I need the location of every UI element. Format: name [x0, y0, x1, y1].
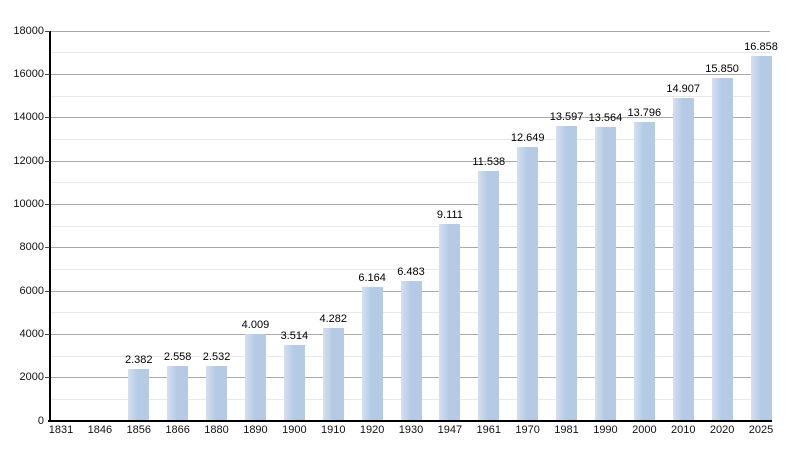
x-tick-label: 1961: [476, 424, 502, 436]
bar-2020: [711, 77, 733, 421]
bar-value-label: 13.597: [549, 111, 584, 124]
minor-gridline: [50, 96, 770, 97]
x-tick-label: 1910: [320, 424, 346, 436]
bar-1880: [206, 366, 228, 421]
bar-1900: [283, 344, 305, 421]
bar-1856: [128, 369, 150, 421]
y-tick-label: 12000: [13, 154, 44, 167]
x-tick-label: 2000: [632, 424, 657, 436]
bar-value-label: 13.796: [627, 107, 662, 120]
x-tick-label: 1990: [593, 424, 618, 436]
x-axis-line: [48, 420, 772, 422]
x-tick-label: 2010: [670, 424, 696, 436]
y-tick-label: 0: [37, 414, 44, 427]
bar-1961: [478, 171, 500, 421]
major-gridline: [50, 161, 770, 162]
minor-gridline: [50, 139, 770, 140]
minor-gridline: [50, 182, 770, 183]
bar-value-label: 4.282: [319, 313, 347, 326]
bar-1910: [322, 328, 344, 421]
major-gridline: [50, 247, 770, 248]
y-tick-label: 14000: [13, 111, 44, 124]
bar-1981: [556, 126, 578, 421]
minor-gridline: [50, 52, 770, 53]
y-tick-label: 6000: [19, 284, 44, 297]
bar-1970: [517, 146, 539, 421]
y-tick-mark: [45, 74, 50, 75]
minor-gridline: [50, 269, 770, 270]
bar-1866: [167, 365, 189, 421]
x-tick-label: 2025: [748, 424, 774, 436]
bar-1930: [400, 280, 422, 421]
bar-value-label: 4.009: [241, 319, 270, 332]
bar-value-label: 2.558: [163, 350, 192, 363]
y-tick-mark: [45, 377, 50, 378]
y-tick-label: 18000: [13, 24, 44, 37]
bar-value-label: 11.538: [472, 156, 506, 168]
y-tick-mark: [45, 117, 50, 118]
bar-value-label: 13.564: [588, 112, 623, 125]
y-tick-mark: [45, 291, 50, 292]
bar-1890: [244, 334, 266, 421]
y-tick-mark: [45, 334, 50, 335]
x-tick-label: 1970: [515, 424, 540, 436]
x-tick-label: 1856: [126, 424, 152, 436]
major-gridline: [50, 204, 770, 205]
x-tick-label: 1880: [204, 424, 229, 436]
x-tick-label: 1930: [398, 424, 424, 436]
bar-value-label: 16.858: [744, 40, 778, 53]
x-tick-label: 1866: [165, 424, 190, 436]
y-tick-label: 2000: [19, 371, 44, 384]
y-tick-mark: [45, 31, 50, 32]
x-tick-label: 1890: [243, 424, 268, 436]
y-tick-label: 16000: [13, 67, 44, 80]
bar-1990: [594, 127, 616, 421]
plot-area: 2.382 2.558 2.532 4.009 3.514 4.282 6.164 6.483…: [50, 31, 778, 421]
bar-2000: [633, 122, 655, 421]
y-tick-label: 4000: [19, 327, 44, 340]
y-tick-label: 8000: [19, 241, 44, 254]
bar-value-label: 12.649: [510, 131, 545, 144]
bar-value-label: 3.514: [280, 329, 309, 342]
bar-value-label: 2.382: [125, 354, 153, 367]
bar-value-label: 15.850: [705, 62, 739, 75]
bar-value-label: 14.907: [666, 83, 701, 95]
bar-value-label: 6.164: [358, 272, 386, 285]
bar-value-label: 6.483: [397, 265, 425, 278]
y-tick-mark: [45, 204, 50, 205]
y-tick-mark: [45, 247, 50, 248]
bar-2025: [750, 55, 772, 421]
bar-1920: [361, 287, 383, 421]
y-tick-mark: [45, 161, 50, 162]
bar-value-label: 9.111: [436, 208, 463, 221]
bar-value-label: 2.532: [202, 351, 231, 364]
major-gridline: [50, 74, 770, 75]
bar-2010: [672, 98, 694, 421]
x-tick-label: 1846: [87, 424, 113, 436]
x-tick-label: 1900: [282, 424, 307, 436]
y-tick-label: 10000: [13, 197, 44, 210]
x-tick-label: 1831: [48, 424, 74, 436]
bar-1947: [439, 223, 461, 421]
x-tick-label: 1947: [437, 424, 463, 436]
x-tick-label: 2020: [709, 424, 735, 436]
major-gridline: [50, 117, 770, 118]
minor-gridline: [50, 226, 770, 227]
major-gridline: [50, 31, 770, 32]
y-axis-line: [49, 31, 51, 421]
x-tick-label: 1981: [554, 424, 579, 436]
x-tick-label: 1920: [359, 424, 385, 436]
